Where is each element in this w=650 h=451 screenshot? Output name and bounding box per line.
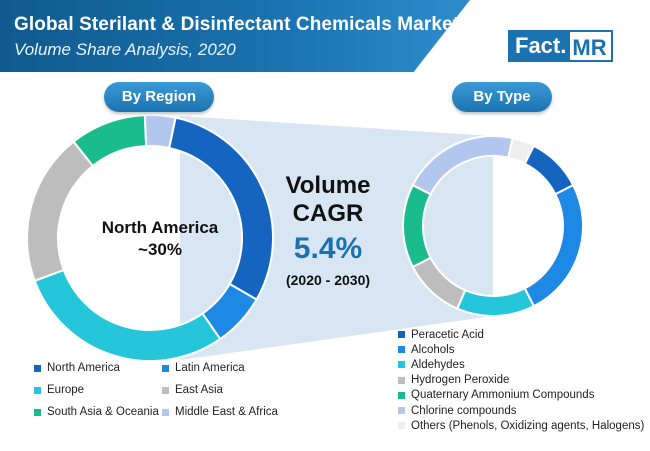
center-region-name: North America — [101, 218, 219, 237]
legend-label: Quaternary Ammonium Compounds — [411, 389, 595, 402]
cagr-title-line1: Volume — [285, 172, 371, 199]
type-legend: Peracetic Acid Alcohols Aldehydes Hydrogen … — [398, 327, 648, 433]
slice-east-asia — [26, 140, 95, 283]
legend-label: Middle East & Africa — [175, 406, 278, 418]
legend-swatch — [162, 364, 169, 372]
region-legend: North America Latin America Europe East Asi… — [34, 361, 334, 419]
legend-item-hydrogen-peroxide: Hydrogen Peroxide — [398, 373, 648, 388]
cagr-period: (2020 - 2030) — [285, 272, 371, 288]
cagr-title-line2: CAGR — [292, 200, 364, 227]
chart-subtitle: Volume Share Analysis, 2020 — [14, 40, 236, 59]
center-region-share: ~30% — [138, 240, 182, 259]
legend-label: Others (Phenols, Oxidizing agents, Halog… — [411, 419, 645, 432]
legend-swatch — [398, 331, 405, 339]
slice-others-phenols-oxidizing-agents-halogens — [507, 136, 536, 165]
legend-label: Europe — [47, 384, 85, 396]
legend-item-others-phenols-oxidizing-agents-halogens: Others (Phenols, Oxidizing agents, Halog… — [398, 418, 648, 433]
legend-label: Peracetic Acid — [411, 328, 484, 341]
by-type-label: By Type — [452, 82, 552, 112]
legend-item-europe: Europe — [34, 383, 162, 397]
legend-swatch — [398, 391, 405, 399]
legend-item-aldehydes: Aldehydes — [398, 357, 648, 372]
logo-right-text: MR — [570, 30, 613, 62]
cagr-title: Volume CAGR — [268, 172, 388, 228]
region-donut — [26, 114, 274, 362]
legend-label: North America — [47, 362, 120, 374]
connector-band — [180, 116, 493, 360]
by-region-label: By Region — [104, 82, 214, 112]
legend-label: South Asia & Oceania — [47, 406, 159, 418]
type-donut — [402, 135, 584, 317]
legend-swatch — [162, 408, 169, 416]
legend-swatch — [162, 386, 169, 394]
legend-swatch — [398, 376, 405, 384]
legend-swatch — [34, 386, 41, 394]
legend-swatch — [398, 407, 405, 415]
legend-swatch — [34, 364, 41, 372]
legend-item-north-america: North America — [34, 361, 162, 375]
legend-label: Alcohols — [411, 343, 455, 356]
legend-label: Chlorine compounds — [411, 404, 517, 417]
cagr-value: 5.4% — [293, 232, 363, 265]
legend-swatch — [398, 361, 405, 369]
factmr-logo: Fact. MR — [508, 30, 613, 62]
legend-item-alcohols: Alcohols — [398, 342, 648, 357]
legend-item-south-asia-oceania: South Asia & Oceania — [34, 405, 162, 419]
logo-fact: Fact — [515, 33, 561, 58]
legend-item-latin-america: Latin America — [162, 361, 322, 375]
legend-label: Hydrogen Peroxide — [411, 374, 510, 387]
chart-title: Global Sterilant & Disinfectant Chemical… — [14, 14, 460, 35]
legend-item-peracetic-acid: Peracetic Acid — [398, 327, 648, 342]
legend-item-east-asia: East Asia — [162, 383, 322, 397]
logo-dot: . — [560, 33, 567, 58]
slice-aldehydes — [455, 287, 536, 317]
legend-item-middle-east-africa: Middle East & Africa — [162, 405, 322, 419]
legend-item-chlorine-compounds: Chlorine compounds — [398, 403, 648, 418]
slice-middle-east-africa — [143, 114, 177, 150]
legend-swatch — [398, 422, 405, 430]
legend-swatch — [398, 346, 405, 354]
header-banner: Global Sterilant & Disinfectant Chemical… — [0, 0, 470, 72]
logo-left-text: Fact. — [508, 30, 571, 62]
legend-label: Latin America — [175, 362, 245, 374]
legend-label: Aldehydes — [411, 358, 465, 371]
slice-peracetic-acid — [523, 144, 575, 196]
legend-label: East Asia — [175, 384, 223, 396]
region-center-label: North America ~30% — [95, 217, 225, 261]
legend-item-quaternary-ammonium-compounds: Quaternary Ammonium Compounds — [398, 388, 648, 403]
legend-swatch — [34, 408, 41, 416]
slice-alcohols — [523, 183, 584, 308]
